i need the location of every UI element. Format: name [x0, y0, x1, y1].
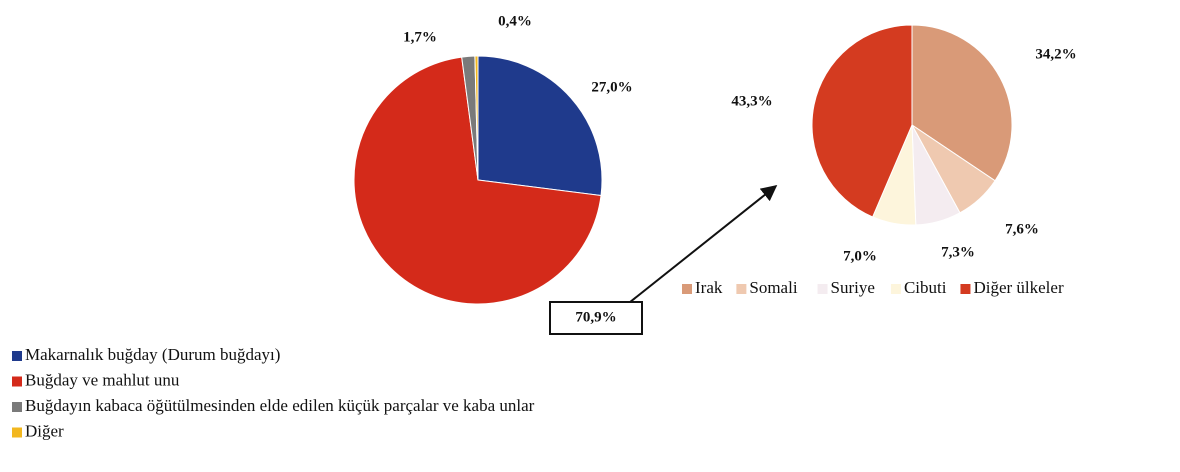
pie-slice [477, 55, 603, 197]
data-label: 43,3% [731, 93, 772, 109]
pie-slice [353, 56, 602, 305]
legend-swatch [736, 284, 747, 294]
pie-slice [911, 24, 1013, 182]
legend-swatch [12, 376, 22, 387]
legend-label: Cibuti [904, 278, 947, 297]
data-label: 70,9% [575, 309, 616, 325]
legend-label: Makarnalık buğday (Durum buğdayı) [25, 345, 280, 364]
legend-label: Buğdayın kabaca öğütülmesinden elde edil… [25, 396, 535, 415]
legend-swatch [12, 427, 22, 438]
data-label: 7,6% [1005, 221, 1039, 237]
data-label: 0,4% [498, 13, 532, 29]
data-label: 27,0% [591, 79, 632, 95]
legend-label: Irak [695, 278, 723, 297]
pie-slice [811, 24, 913, 218]
legend-swatch [682, 284, 692, 294]
legend-swatch [12, 351, 22, 361]
legend-swatch [890, 284, 901, 294]
data-label: 7,0% [843, 248, 877, 264]
legend-swatch [960, 284, 971, 294]
data-label: 1,7% [403, 29, 437, 45]
legend-swatch [12, 402, 22, 412]
legend-label: Diğer ülkeler [973, 278, 1063, 297]
legend-label: Suriye [831, 278, 875, 297]
legend-label: Diğer [25, 421, 64, 440]
data-label: 7,3% [941, 244, 975, 260]
legend-swatch [817, 284, 828, 294]
label-box [549, 301, 643, 335]
legend-label: Somali [749, 278, 797, 297]
connector-arrow [609, 185, 778, 319]
legend-label: Buğday ve mahlut unu [25, 370, 180, 389]
data-label: 34,2% [1035, 46, 1076, 62]
pie-slice [474, 55, 479, 181]
